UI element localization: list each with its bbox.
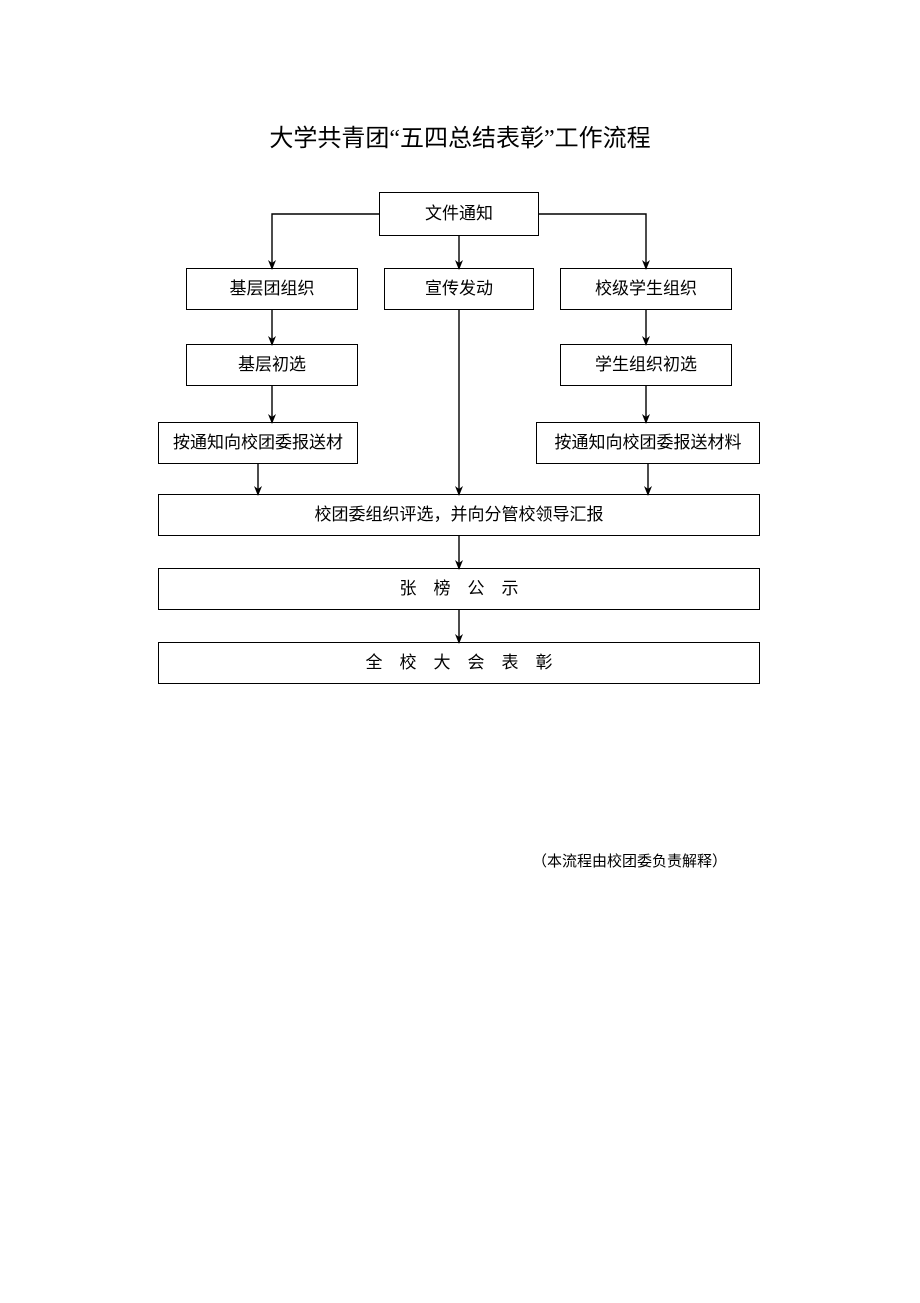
footer-note: （本流程由校团委负责解释） — [532, 850, 727, 871]
node-label: 全 校 大 会 表 彰 — [366, 651, 553, 675]
page-title: 大学共青团“五四总结表彰”工作流程 — [0, 118, 920, 153]
node-label: 学生组织初选 — [595, 353, 697, 377]
node-committee-review: 校团委组织评选，并向分管校领导汇报 — [158, 494, 760, 536]
node-label: 校级学生组织 — [595, 277, 697, 301]
node-label: 文件通知 — [425, 202, 493, 226]
node-student-preselect: 学生组织初选 — [560, 344, 732, 386]
node-label: 张 榜 公 示 — [400, 577, 519, 601]
node-public-announce: 张 榜 公 示 — [158, 568, 760, 610]
node-publicity: 宣传发动 — [384, 268, 534, 310]
node-label: 宣传发动 — [425, 277, 493, 301]
node-student-submit: 按通知向校团委报送材料 — [536, 422, 760, 464]
node-label: 按通知向校团委报送材料 — [555, 431, 742, 455]
node-base-preselect: 基层初选 — [186, 344, 358, 386]
node-label: 校团委组织评选，并向分管校领导汇报 — [315, 503, 604, 527]
node-school-ceremony: 全 校 大 会 表 彰 — [158, 642, 760, 684]
node-label: 基层初选 — [238, 353, 306, 377]
node-file-notice: 文件通知 — [379, 192, 539, 236]
node-label: 基层团组织 — [230, 277, 315, 301]
node-base-submit: 按通知向校团委报送材 — [158, 422, 358, 464]
node-school-student-org: 校级学生组织 — [560, 268, 732, 310]
node-base-org: 基层团组织 — [186, 268, 358, 310]
node-label: 按通知向校团委报送材 — [173, 431, 343, 455]
